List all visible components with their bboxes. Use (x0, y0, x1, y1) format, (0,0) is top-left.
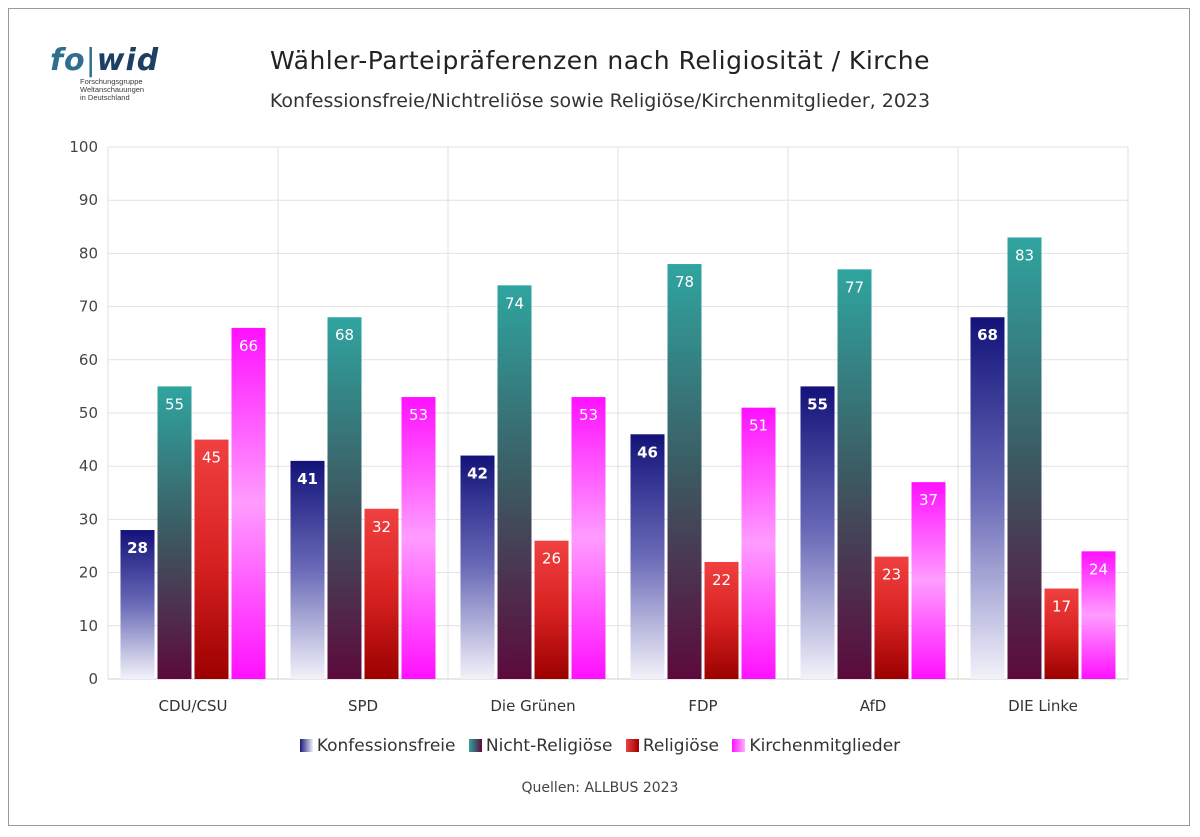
x-category-label: SPD (348, 697, 378, 715)
logo-fo: fo (50, 43, 86, 78)
data-label: 51 (749, 417, 768, 435)
bar-konfessionsfreie (800, 386, 835, 679)
bar-nicht-religioese (837, 269, 872, 679)
data-label: 26 (542, 550, 561, 568)
bar-religioese (1044, 588, 1079, 679)
legend-swatch (468, 739, 482, 752)
bar-nicht-religioese (157, 386, 192, 679)
data-label: 42 (467, 465, 488, 483)
y-tick-label: 60 (79, 351, 98, 369)
data-label: 83 (1015, 246, 1034, 264)
data-label: 53 (409, 406, 428, 424)
x-category-label: Die Grünen (490, 697, 575, 715)
data-label: 68 (335, 326, 354, 344)
legend-label: Kirchenmitglieder (749, 736, 901, 756)
y-tick-label: 50 (79, 404, 98, 422)
logo-line-2: Weltanschauungen (80, 85, 145, 94)
data-label: 24 (1089, 560, 1108, 578)
legend-item-kirchenmitglieder: Kirchenmitglieder (732, 736, 900, 756)
logo-wid: wid (96, 43, 160, 78)
y-tick-label: 30 (79, 510, 98, 528)
data-label: 32 (372, 518, 391, 536)
chart-title: Wähler-Parteipräferenzen nach Religiosit… (270, 46, 930, 75)
data-label: 22 (712, 571, 731, 589)
y-tick-label: 0 (88, 670, 98, 688)
bar-kirchenmitglieder (911, 482, 946, 679)
bar-konfessionsfreie (290, 460, 325, 679)
bar-kirchenmitglieder (571, 397, 606, 679)
data-label: 77 (845, 278, 864, 296)
bar-konfessionsfreie (630, 434, 665, 679)
bar-nicht-religioese (667, 264, 702, 679)
x-category-label: FDP (688, 697, 717, 715)
x-category-label: AfD (860, 697, 887, 715)
legend-item-konfessionsfreie: Konfessionsfreie (299, 736, 456, 756)
data-label: 23 (882, 566, 901, 584)
data-label: 55 (165, 395, 184, 413)
legend-swatch (732, 739, 746, 752)
data-label: 68 (977, 326, 998, 344)
data-label: 53 (579, 406, 598, 424)
data-label: 46 (637, 443, 658, 461)
legend-item-nicht-religioese: Nicht-Religiöse (468, 736, 613, 756)
y-tick-label: 90 (79, 191, 98, 209)
y-tick-label: 70 (79, 298, 98, 316)
data-label: 41 (297, 470, 318, 488)
data-label: 74 (505, 294, 524, 312)
bar-kirchenmitglieder (1081, 551, 1116, 679)
logo-line-1: Forschungsgruppe (80, 77, 143, 86)
bar-religioese (704, 561, 739, 679)
y-tick-label: 40 (79, 457, 98, 475)
bar-konfessionsfreie (460, 455, 495, 679)
bar-religioese (874, 556, 909, 679)
bar-religioese (534, 540, 569, 679)
source-note: Quellen: ALLBUS 2023 (521, 780, 679, 796)
logo-subtitle: Forschungsgruppe Weltanschauungen in Deu… (80, 78, 160, 102)
y-tick-label: 10 (79, 617, 98, 635)
bar-nicht-religioese (327, 317, 362, 679)
legend-label: Religiöse (642, 736, 720, 756)
legend-item-religioese: Religiöse (625, 736, 720, 756)
data-label: 45 (202, 449, 221, 467)
data-label: 55 (807, 395, 828, 413)
data-label: 66 (239, 337, 258, 355)
fowid-logo: fo|wid Forschungsgruppe Weltanschauungen… (50, 46, 160, 116)
bar-konfessionsfreie (120, 530, 155, 679)
data-label: 37 (919, 491, 938, 509)
bar-kirchenmitglieder (741, 407, 776, 679)
legend-label: Nicht-Religiöse (485, 736, 613, 756)
chart-frame (8, 8, 1190, 826)
x-category-label: CDU/CSU (158, 697, 227, 715)
legend-swatch (625, 739, 639, 752)
logo-mark: fo|wid (50, 46, 160, 76)
bar-religioese (194, 439, 229, 679)
data-label: 78 (675, 273, 694, 291)
logo-line-3: in Deutschland (80, 93, 130, 102)
y-tick-label: 100 (69, 138, 98, 156)
bar-nicht-religioese (497, 285, 532, 679)
y-tick-label: 80 (79, 244, 98, 262)
chart-subtitle: Konfessionsfreie/Nichtreliöse sowie Reli… (269, 90, 931, 112)
data-label: 17 (1052, 598, 1071, 616)
bar-nicht-religioese (1007, 237, 1042, 679)
logo-separator: | (85, 43, 97, 78)
bar-kirchenmitglieder (401, 397, 436, 679)
bar-kirchenmitglieder (231, 327, 266, 679)
chart-legend: Konfessionsfreie Nicht-Religiöse Religiö… (0, 736, 1200, 756)
bar-konfessionsfreie (970, 317, 1005, 679)
bar-religioese (364, 508, 399, 679)
y-tick-label: 20 (79, 564, 98, 582)
data-label: 28 (127, 539, 148, 557)
legend-label: Konfessionsfreie (316, 736, 456, 756)
x-category-label: DIE Linke (1008, 697, 1078, 715)
legend-swatch (299, 739, 313, 752)
